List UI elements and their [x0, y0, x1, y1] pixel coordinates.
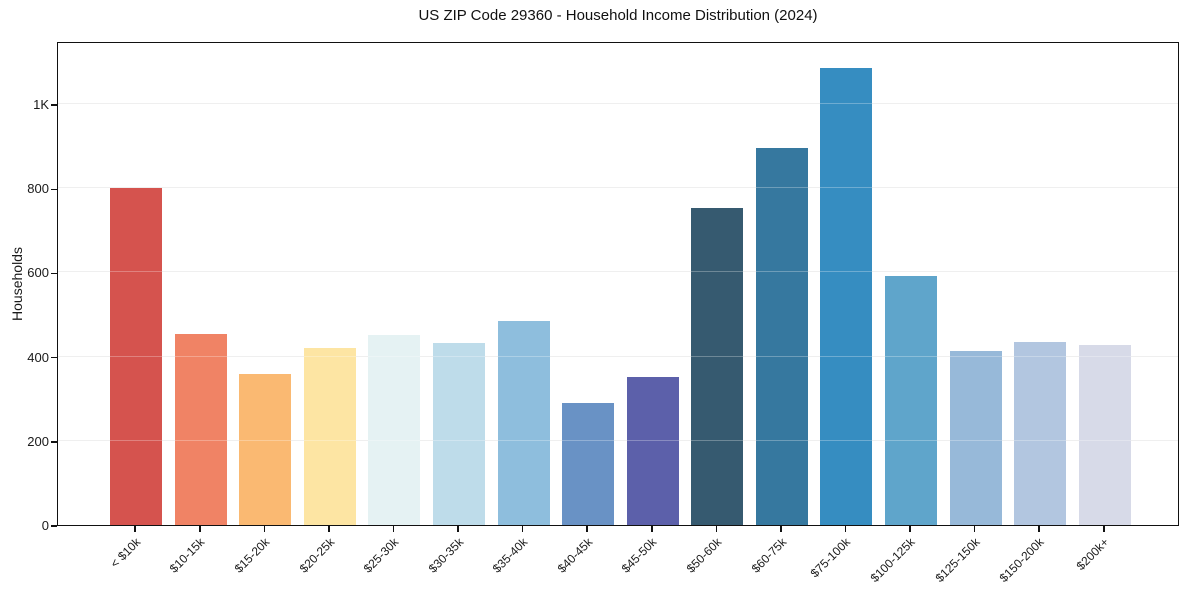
x-tick-label-text: $125-150k [932, 535, 983, 586]
x-tick-mark [457, 526, 459, 532]
x-tick-mark [521, 526, 524, 532]
x-tick-mark [392, 526, 395, 532]
x-tick-label-text: $200k+ [1073, 535, 1112, 573]
bar-< $10k [110, 188, 163, 525]
x-tick-label-text: $45-50k [619, 535, 660, 576]
gridline-800 [58, 187, 1178, 189]
y-tick-label: 600 [27, 265, 49, 281]
x-tick-label-text: < $10k [107, 535, 144, 571]
gridline-1K [58, 103, 1178, 105]
x-tick-label-text: $30-35k [425, 535, 466, 576]
y-tick-mark [51, 356, 57, 359]
x-tick-label-text: $15-20k [231, 535, 273, 576]
chart-title: US ZIP Code 29360 - Household Income Dis… [418, 7, 818, 24]
plot-area [57, 42, 1179, 526]
gridline-400 [58, 355, 1178, 357]
x-tick-label-text: $150-200k [997, 535, 1048, 586]
bar-$45-50k [626, 376, 679, 525]
bar-$10-15k [174, 333, 227, 525]
x-tick-mark [1103, 526, 1105, 532]
x-tick-mark [909, 526, 911, 532]
bar-$125-150k [949, 351, 1002, 525]
y-tick-mark [51, 441, 57, 443]
x-tick-mark [651, 526, 653, 532]
y-tick-mark [51, 104, 57, 106]
bar-$150-200k [1014, 341, 1067, 525]
x-tick-mark [199, 526, 201, 532]
gridline-800 [58, 187, 1178, 189]
x-tick-label-text: $40-45k [554, 535, 596, 576]
y-tick-label: 1K [33, 97, 49, 113]
x-tick-label-text: $60-75k [748, 535, 789, 576]
y-axis-label: Households [9, 247, 25, 321]
x-tick-mark [780, 526, 782, 532]
x-tick-mark [328, 526, 330, 532]
x-tick-mark [715, 526, 718, 532]
y-tick-label: 200 [27, 433, 49, 449]
gridline-200 [58, 439, 1178, 441]
bar-$15-20k [239, 373, 292, 525]
y-tick-mark [51, 525, 57, 527]
x-tick-mark [1038, 526, 1040, 532]
bar-$40-45k [562, 402, 615, 525]
bar-$30-35k [433, 342, 486, 525]
bar-$35-40k [497, 320, 550, 525]
bar-$100-125k [885, 275, 938, 525]
gridline-400 [58, 355, 1178, 357]
bar-$200k+ [1078, 344, 1131, 525]
gridline-200 [58, 439, 1178, 441]
bar-$25-30k [368, 334, 421, 525]
bar-$60-75k [755, 148, 808, 525]
x-tick-mark [134, 526, 136, 532]
bar-$75-100k [820, 68, 873, 525]
y-tick-mark [51, 188, 57, 191]
y-tick-label: 800 [27, 181, 49, 197]
x-tick-mark [844, 526, 847, 532]
x-tick-mark [263, 526, 266, 532]
x-tick-label-text: $50-60k [683, 535, 725, 576]
gridline-600 [58, 271, 1178, 273]
bar-$50-60k [691, 208, 744, 525]
x-tick-mark [586, 526, 588, 532]
y-tick-label: 0 [41, 518, 49, 533]
x-tick-label-text: $75-100k [808, 535, 854, 581]
x-tick-label-text: $35-40k [489, 535, 531, 576]
x-tick-label-text: $100-125k [867, 535, 918, 586]
y-tick-mark [51, 272, 57, 275]
gridline-1K [58, 103, 1178, 105]
x-tick-label-text: $25-30k [360, 535, 402, 576]
x-tick-label-text: $20-25k [296, 535, 337, 576]
bar-$20-25k [303, 348, 356, 525]
x-tick-mark [973, 526, 976, 532]
gridline-600 [58, 271, 1178, 273]
x-tick-label-text: $10-15k [167, 535, 208, 576]
y-tick-label: 400 [27, 349, 49, 365]
